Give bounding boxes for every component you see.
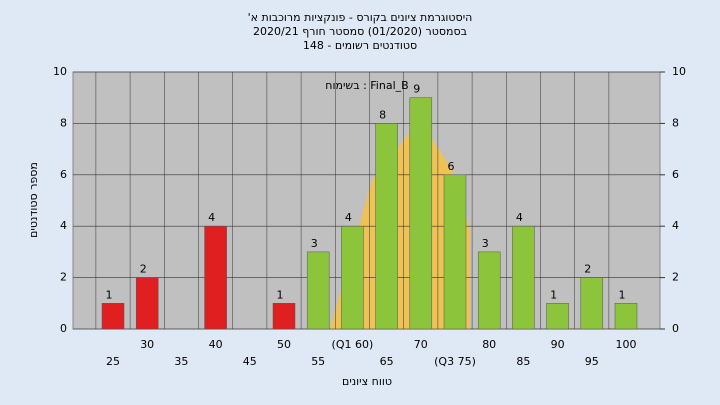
value-label: 4	[208, 211, 215, 224]
x-tick-label: 50	[277, 338, 291, 351]
bar	[409, 97, 433, 330]
y-tick-label: 4	[60, 219, 67, 232]
bar	[375, 123, 398, 330]
value-label: 9	[413, 83, 420, 96]
x-tick-label: 30	[140, 338, 154, 351]
y-tick-label: 2	[60, 271, 67, 284]
x-tick-label: 65	[380, 355, 394, 368]
bar	[443, 174, 467, 330]
value-label: 2	[140, 263, 147, 276]
value-label: 1	[106, 288, 113, 301]
y2-tick-label: 10	[672, 65, 686, 78]
bar	[101, 303, 125, 330]
value-label: 6	[448, 160, 455, 173]
y-tick-label: 0	[60, 322, 67, 335]
bar	[341, 225, 364, 330]
x-tick-label: 85	[516, 355, 530, 368]
x-tick-label: 35	[174, 355, 188, 368]
x-tick-label: 90	[551, 338, 565, 351]
y2-tick-label: 4	[672, 219, 679, 232]
y-axis-label: מספר סטודנטים	[27, 162, 40, 238]
value-label: 8	[379, 108, 386, 121]
chart-title: היסטוגרמת ציונים בקורס - פונקציות מרוכבו…	[248, 11, 473, 24]
distribution-area	[330, 120, 470, 329]
value-label: 1	[550, 288, 557, 301]
bar	[477, 251, 501, 330]
bar	[204, 225, 227, 330]
y2-tick-label: 0	[672, 322, 679, 335]
value-label: 3	[311, 237, 318, 250]
annotation: בשימוח : Final_B	[325, 79, 408, 92]
y2-tick-label: 2	[672, 271, 679, 284]
value-label: 1	[619, 288, 626, 301]
bar	[272, 303, 296, 330]
x-axis-label: טווח ציונים	[342, 375, 392, 388]
y-tick-label: 6	[60, 168, 67, 181]
chart-subtitle: בסמסטר (01/2020) סמסטר חורף 2020/21	[253, 25, 467, 38]
y2-tick-label: 6	[672, 168, 679, 181]
value-label: 3	[482, 237, 489, 250]
y-tick-label: 10	[53, 65, 67, 78]
value-label: 4	[516, 211, 523, 224]
value-label: 2	[584, 263, 591, 276]
y-tick-label: 8	[60, 116, 67, 129]
x-tick-label: 95	[585, 355, 599, 368]
x-tick-label: 70	[414, 338, 428, 351]
x-tick-label: 25	[106, 355, 120, 368]
bar	[546, 303, 569, 330]
bar	[135, 277, 159, 330]
value-label: 1	[277, 288, 284, 301]
bar	[512, 225, 535, 330]
bar	[614, 303, 638, 330]
x-tick-label: (Q3 75)	[434, 355, 476, 368]
x-tick-label: 55	[311, 355, 325, 368]
y2-tick-label: 8	[672, 116, 679, 129]
value-label: 4	[345, 211, 352, 224]
x-tick-label: (Q1 60)	[332, 338, 374, 351]
chart-subtitle: סטודנטים רשומים - 148	[303, 39, 417, 52]
bar	[580, 277, 604, 330]
x-tick-label: 100	[616, 338, 637, 351]
x-tick-label: 45	[243, 355, 257, 368]
x-tick-label: 80	[482, 338, 496, 351]
x-tick-label: 40	[209, 338, 223, 351]
bar	[306, 251, 330, 330]
